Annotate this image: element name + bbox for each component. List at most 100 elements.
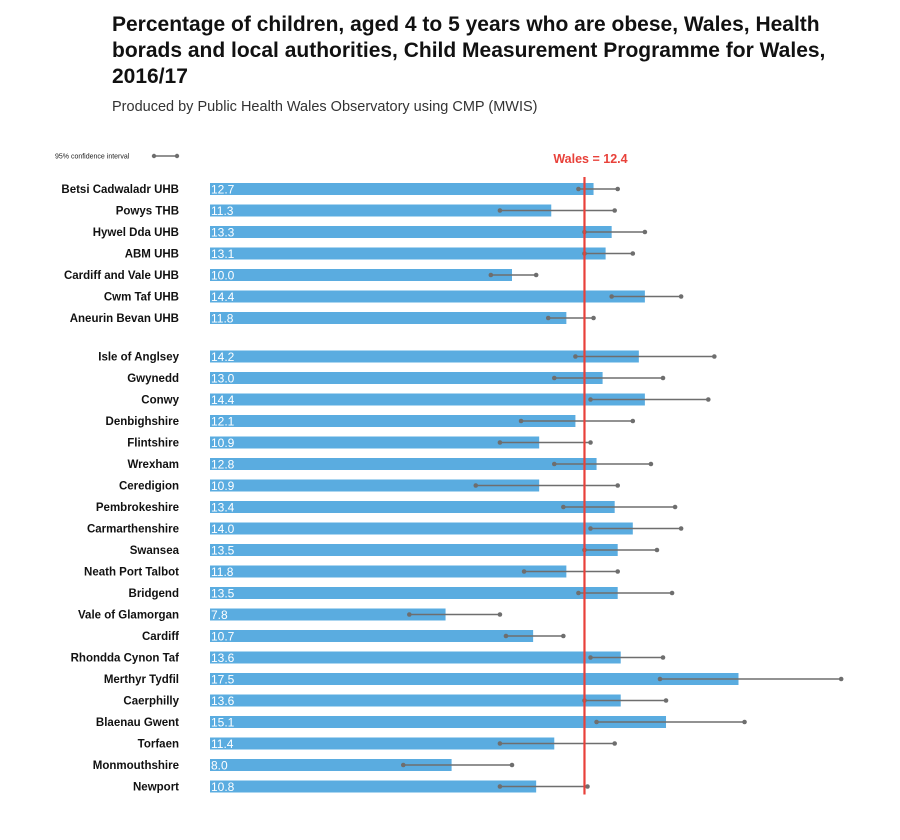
bar <box>210 716 667 728</box>
ci-upper-dot <box>630 418 636 424</box>
bar <box>210 759 452 771</box>
bar <box>210 415 576 427</box>
ci-upper-dot <box>591 315 596 321</box>
bar-value-label: 8.0 <box>211 759 228 773</box>
ci-lower-dot <box>551 375 557 381</box>
bar-value-label: 11.8 <box>211 565 234 579</box>
ci-upper-dot <box>648 461 654 467</box>
bar-value-label: 13.5 <box>211 587 235 601</box>
category-label: Bridgend <box>129 588 179 600</box>
bar <box>210 312 567 324</box>
bar-value-label: 13.4 <box>211 501 235 515</box>
ci-lower-dot <box>545 315 551 321</box>
bar-value-label: 11.8 <box>211 312 234 326</box>
category-label: Pembrokeshire <box>96 502 179 514</box>
bar <box>210 458 597 470</box>
category-label: Newport <box>133 782 179 794</box>
category-label: Monmouthshire <box>93 760 179 772</box>
bar <box>210 651 621 664</box>
ci-upper-dot <box>712 354 717 359</box>
chart-subtitle: Produced by Public Health Wales Observat… <box>112 99 538 115</box>
bar <box>210 522 633 535</box>
category-label: Cwm Taf UHB <box>104 292 179 304</box>
category-label: Cardiff <box>142 631 179 643</box>
ci-upper-dot <box>612 741 617 746</box>
category-label: Hywel Dda UHB <box>93 227 179 239</box>
chart-marks: Betsi Cadwaladr UHB 12.7 Powys THB 11.3 Hywe… <box>61 183 844 794</box>
category-label: Aneurin Bevan UHB <box>70 313 179 325</box>
ci-lower-dot <box>576 186 581 192</box>
ci-lower-dot <box>407 612 412 617</box>
bar <box>210 393 645 406</box>
ci-upper-dot <box>678 294 684 299</box>
ci-upper-dot <box>669 590 675 596</box>
ci-lower-dot <box>576 590 581 596</box>
bar-value-label: 14.0 <box>211 522 235 536</box>
bar <box>210 247 606 260</box>
ci-lower-dot <box>503 633 509 639</box>
category-label: Wrexham <box>127 459 179 471</box>
bar <box>210 673 739 685</box>
bar <box>210 780 537 793</box>
category-label: ABM UHB <box>125 249 179 261</box>
ci-upper-dot <box>642 229 648 235</box>
ci-lower-dot <box>497 440 503 445</box>
ci-upper-dot <box>615 483 620 488</box>
bar <box>210 608 446 621</box>
bar-value-label: 7.8 <box>211 608 228 622</box>
ci-lower-dot <box>588 655 593 660</box>
bar-value-label: 10.0 <box>211 269 235 283</box>
ci-upper-dot <box>585 784 590 789</box>
ci-lower-dot <box>588 526 593 531</box>
bar-value-label: 12.8 <box>211 458 235 472</box>
category-label: Rhondda Cynon Taf <box>71 653 180 665</box>
ci-lower-dot <box>473 483 479 488</box>
category-label: Powys THB <box>116 206 179 218</box>
category-label: Conwy <box>141 395 179 407</box>
category-label: Betsi Cadwaladr UHB <box>61 184 179 196</box>
ci-upper-dot <box>588 440 593 445</box>
category-label: Isle of Anglsey <box>98 352 179 364</box>
bar <box>210 204 552 217</box>
ci-upper-dot <box>706 397 711 402</box>
category-label: Torfaen <box>138 739 179 751</box>
bar <box>210 544 618 556</box>
chart-title: Percentage of children, aged 4 to 5 year… <box>112 13 826 88</box>
bar <box>210 501 615 513</box>
bar-value-label: 12.7 <box>211 183 235 197</box>
ci-lower-dot <box>657 676 663 682</box>
bar <box>210 436 540 449</box>
bar-value-label: 11.3 <box>211 204 234 218</box>
reference-line-label: Wales = 12.4 <box>553 152 627 166</box>
ci-upper-dot <box>509 762 515 768</box>
category-label: Neath Port Talbot <box>84 567 179 579</box>
bar-value-label: 12.1 <box>211 415 235 429</box>
bar-value-label: 13.6 <box>211 651 235 665</box>
bar-value-label: 11.4 <box>211 737 234 751</box>
ci-upper-dot <box>533 272 539 278</box>
category-label: Gwynedd <box>127 373 179 385</box>
bar-value-label: 14.4 <box>211 290 235 304</box>
bar <box>210 565 567 578</box>
bar-value-label: 13.1 <box>211 247 235 261</box>
ci-upper-dot <box>742 719 747 725</box>
bar <box>210 226 612 238</box>
bar-value-label: 10.7 <box>211 630 235 644</box>
ci-upper-dot <box>672 504 678 510</box>
category-label: Blaenau Gwent <box>96 717 179 729</box>
bar <box>210 183 594 195</box>
ci-lower-dot <box>573 354 578 359</box>
ci-upper-dot <box>663 698 669 703</box>
bar <box>210 350 639 363</box>
category-label: Merthyr Tydfil <box>104 674 179 686</box>
ci-upper-dot <box>497 612 503 617</box>
bar <box>210 290 645 303</box>
ci-upper-dot <box>660 375 666 381</box>
bar-value-label: 14.2 <box>211 350 235 364</box>
bar-value-label: 14.4 <box>211 393 235 407</box>
ci-lower-dot <box>521 569 527 574</box>
category-label: Vale of Glamorgan <box>78 610 179 622</box>
category-label: Denbighshire <box>106 416 179 428</box>
bar <box>210 630 534 642</box>
